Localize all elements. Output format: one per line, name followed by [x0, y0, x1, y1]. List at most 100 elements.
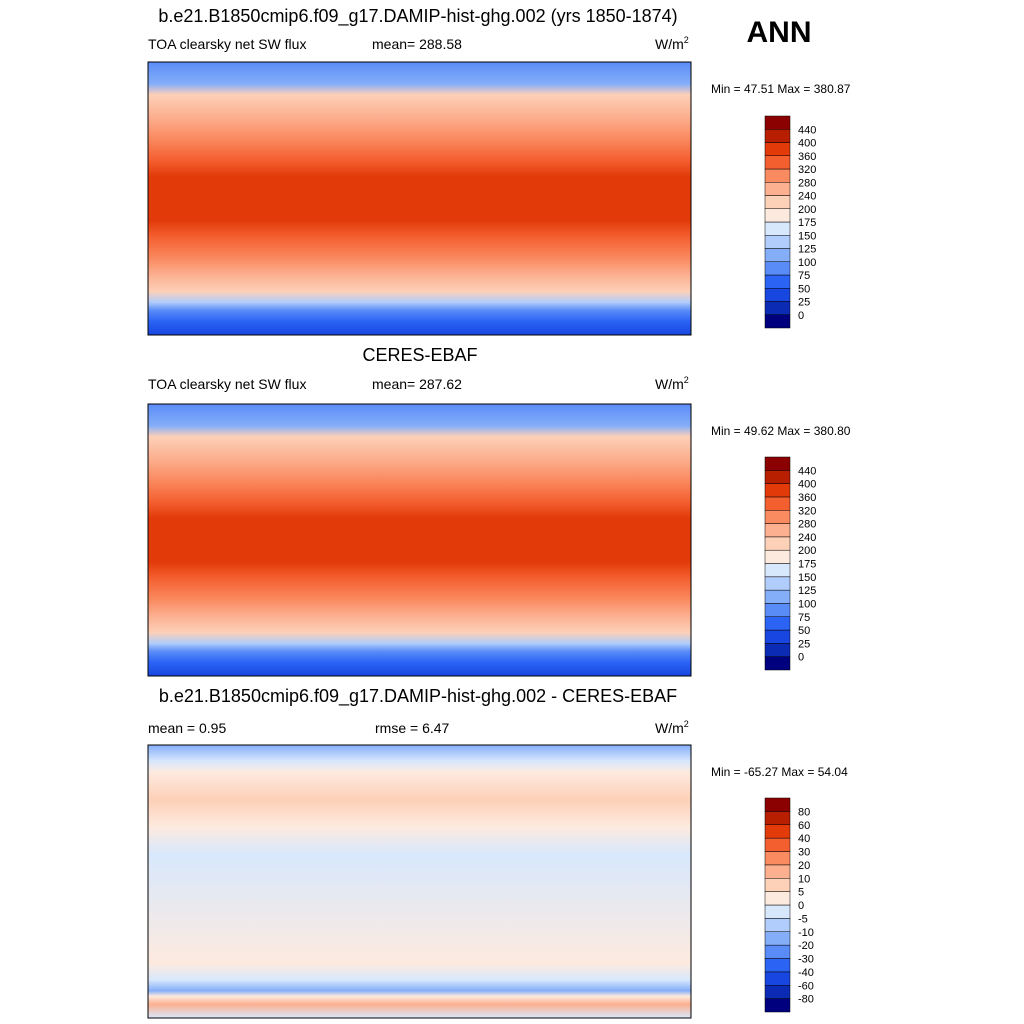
- colorbar-box: [764, 301, 791, 315]
- units: W/m2: [655, 35, 689, 52]
- colorbar-box: [764, 510, 791, 524]
- colorbar-label: 200: [798, 545, 816, 557]
- colorbar-label: 360: [798, 492, 816, 504]
- colorbar-box: [764, 864, 791, 879]
- colorbar-box: [764, 248, 791, 262]
- colorbar-label: 0: [798, 900, 804, 912]
- colorbar-box: [764, 656, 791, 671]
- colorbar-box: [764, 129, 791, 143]
- colorbar-box: [764, 115, 791, 130]
- colorbar-label: 175: [798, 559, 816, 571]
- colorbar-label: 10: [798, 873, 810, 885]
- colorbar-box: [764, 576, 791, 591]
- colorbar-label: 25: [798, 638, 810, 650]
- colorbar-box: [764, 603, 791, 617]
- colorbar-box: [764, 998, 791, 1013]
- units: W/m2: [655, 375, 689, 392]
- colorbar-label: -80: [798, 994, 814, 1006]
- colorbar-box: [764, 878, 791, 892]
- colorbar-label: 30: [798, 847, 810, 859]
- colorbar-box: [764, 811, 791, 825]
- colorbar-box: [764, 549, 791, 564]
- colorbar-label: 5: [798, 887, 804, 899]
- panel-stat: rmse = 6.47: [375, 720, 450, 736]
- units-sup: 2: [684, 719, 689, 729]
- colorbar-label: 75: [798, 612, 810, 624]
- colorbar-box: [764, 958, 791, 973]
- panel-left-label: TOA clearsky net SW flux: [148, 376, 306, 392]
- min-max: Min = -65.27 Max = 54.04: [711, 765, 848, 779]
- colorbar-box: [764, 483, 791, 498]
- colorbar-label: 25: [798, 297, 810, 309]
- colorbar-label: -40: [798, 967, 814, 979]
- colorbar-label: 360: [798, 151, 816, 163]
- colorbar-box: [764, 456, 791, 471]
- colorbar-box: [764, 918, 791, 932]
- colorbar-box: [764, 536, 791, 551]
- colorbar-label: 440: [798, 124, 816, 136]
- units-sup: 2: [684, 35, 689, 45]
- panel-left-label: TOA clearsky net SW flux: [148, 36, 306, 52]
- colorbar-box: [764, 182, 791, 196]
- colorbar-label: -30: [798, 954, 814, 966]
- colorbar-box: [764, 944, 791, 959]
- colorbar-label: 200: [798, 204, 816, 216]
- colorbar-label: 280: [798, 519, 816, 531]
- units-base: W/m: [655, 36, 684, 52]
- map: [147, 744, 692, 1019]
- min-max: Min = 49.62 Max = 380.80: [711, 424, 851, 438]
- units-base: W/m: [655, 720, 684, 736]
- colorbar-label: 320: [798, 505, 816, 517]
- colorbar-box: [764, 985, 791, 999]
- colorbar-label: -5: [798, 913, 808, 925]
- colorbar-label: 100: [798, 257, 816, 269]
- colorbar-label: 40: [798, 833, 810, 845]
- colorbar-box: [764, 261, 791, 276]
- colorbar-label: 0: [798, 652, 804, 664]
- colorbar-label: -10: [798, 927, 814, 939]
- colorbar-label: -60: [798, 980, 814, 992]
- units-base: W/m: [655, 376, 684, 392]
- colorbar-box: [764, 155, 791, 170]
- colorbar-box: [764, 931, 791, 946]
- panel-title: b.e21.B1850cmip6.f09_g17.DAMIP-hist-ghg.…: [158, 6, 677, 27]
- colorbar-label: 125: [798, 244, 816, 256]
- colorbar-label: 150: [798, 230, 816, 242]
- colorbar-box: [764, 589, 791, 604]
- colorbar-box: [764, 496, 791, 511]
- panel-stat: mean= 288.58: [372, 36, 462, 52]
- colorbar-box: [764, 168, 791, 183]
- colorbar-label: 175: [798, 217, 816, 229]
- colorbar-label: 320: [798, 164, 816, 176]
- colorbar-box: [764, 563, 791, 578]
- colorbar-box: [764, 235, 791, 249]
- colorbar-label: -20: [798, 940, 814, 952]
- colorbar-label: 440: [798, 465, 816, 477]
- colorbar-box: [764, 904, 791, 919]
- colorbar-label: 100: [798, 598, 816, 610]
- colorbar-box: [764, 274, 791, 289]
- panel-stat: mean= 287.62: [372, 376, 462, 392]
- map: [147, 403, 692, 677]
- colorbar-box: [764, 288, 791, 302]
- colorbar-label: 400: [798, 138, 816, 150]
- colorbar-box: [764, 971, 791, 986]
- colorbar-label: 80: [798, 806, 810, 818]
- colorbar-label: 400: [798, 479, 816, 491]
- panel-left-label: mean = 0.95: [148, 720, 226, 736]
- units: W/m2: [655, 719, 689, 736]
- colorbar-label: 150: [798, 572, 816, 584]
- colorbar-box: [764, 314, 791, 329]
- map: [147, 61, 692, 336]
- colorbar-box: [764, 616, 791, 631]
- colorbar-box: [764, 523, 791, 538]
- colorbar-box: [764, 797, 791, 812]
- colorbar-box: [764, 221, 791, 236]
- colorbar-box: [764, 851, 791, 866]
- colorbar-label: 20: [798, 860, 810, 872]
- panel-title: b.e21.B1850cmip6.f09_g17.DAMIP-hist-ghg.…: [159, 686, 677, 707]
- season-label: ANN: [747, 16, 812, 49]
- colorbar-label: 280: [798, 177, 816, 189]
